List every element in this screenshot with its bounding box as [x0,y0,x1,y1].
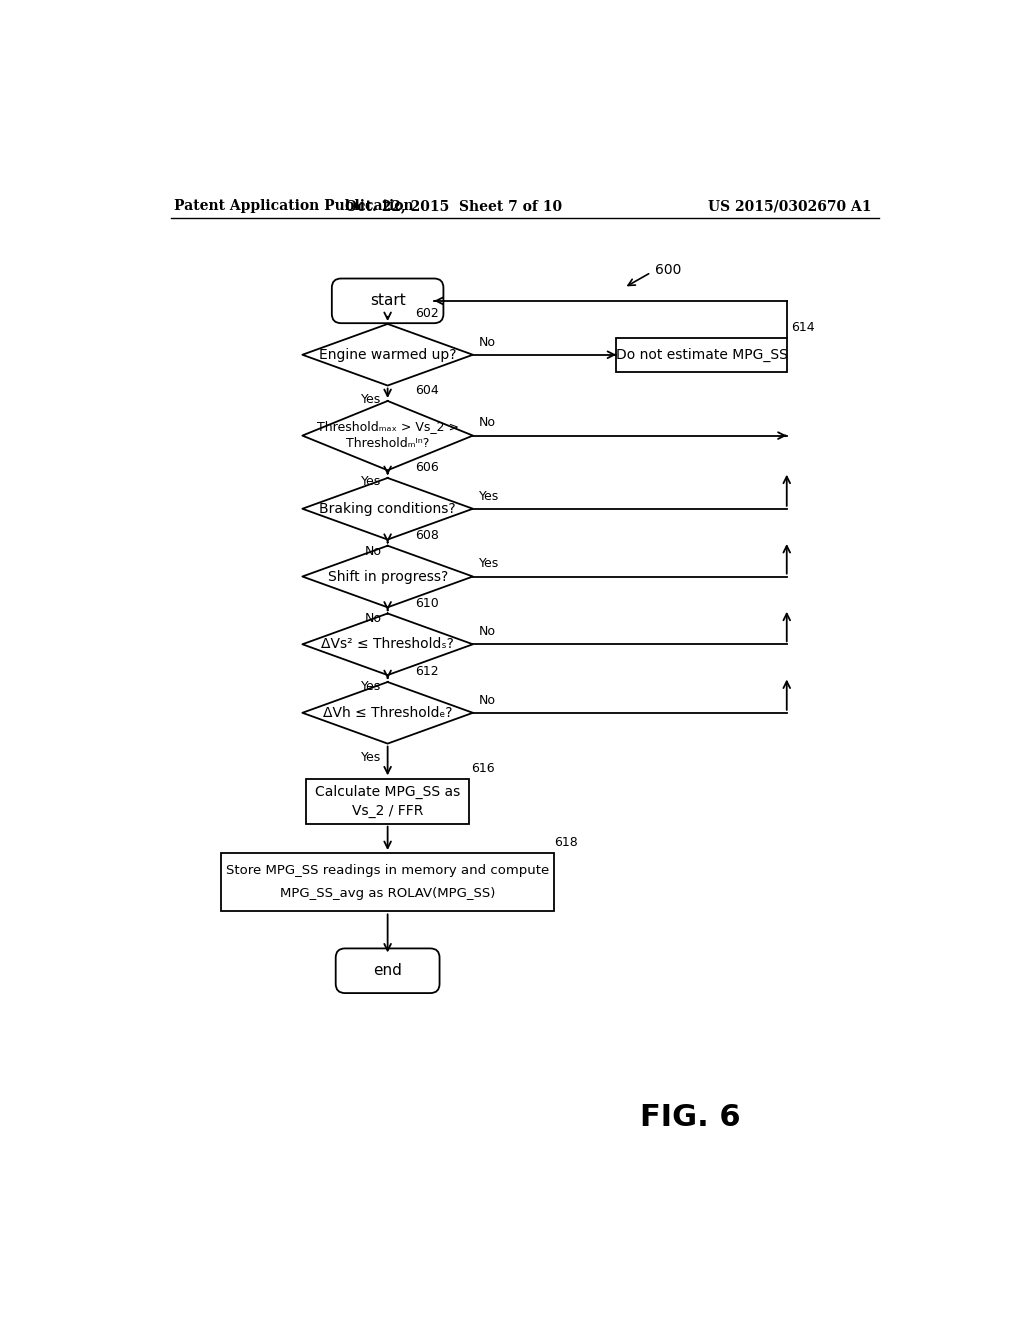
Text: Patent Application Publication: Patent Application Publication [174,199,414,213]
Text: 610: 610 [415,597,438,610]
Text: No: No [365,545,381,557]
Text: 602: 602 [415,308,438,321]
Text: No: No [479,335,496,348]
Text: Yes: Yes [361,680,381,693]
Text: 616: 616 [471,762,495,775]
Bar [306,779,469,824]
Text: Oct. 22, 2015  Sheet 7 of 10: Oct. 22, 2015 Sheet 7 of 10 [345,199,562,213]
Bar [221,853,554,911]
Text: Thresholdₘₐₓ > Vs_2 >: Thresholdₘₐₓ > Vs_2 > [316,420,459,433]
Text: Store MPG_SS readings in memory and compute: Store MPG_SS readings in memory and comp… [226,865,549,878]
Text: Yes: Yes [479,490,500,503]
Text: 618: 618 [554,836,578,849]
Text: No: No [479,626,496,638]
FancyBboxPatch shape [332,279,443,323]
Text: 608: 608 [415,529,438,543]
Text: 606: 606 [415,461,438,474]
Text: Yes: Yes [361,475,381,488]
Text: Calculate MPG_SS as: Calculate MPG_SS as [315,785,460,799]
Text: MPG_SS_avg as ROLAV(MPG_SS): MPG_SS_avg as ROLAV(MPG_SS) [280,887,496,900]
Text: Yes: Yes [361,393,381,407]
Text: ΔVs² ≤ Thresholdₛ?: ΔVs² ≤ Thresholdₛ? [322,638,454,651]
Text: US 2015/0302670 A1: US 2015/0302670 A1 [709,199,872,213]
Text: 612: 612 [415,665,438,678]
Text: Braking conditions?: Braking conditions? [319,502,456,516]
Text: ΔVh ≤ Thresholdₑ?: ΔVh ≤ Thresholdₑ? [323,706,453,719]
Text: Shift in progress?: Shift in progress? [328,569,447,583]
Text: end: end [373,964,402,978]
Text: No: No [479,416,496,429]
Text: Yes: Yes [361,751,381,764]
Text: Do not estimate MPG_SS: Do not estimate MPG_SS [615,347,787,362]
Text: start: start [370,293,406,309]
Text: Yes: Yes [479,557,500,570]
Text: No: No [479,693,496,706]
FancyBboxPatch shape [336,948,439,993]
Text: Thresholdₘᴵⁿ?: Thresholdₘᴵⁿ? [346,437,429,450]
Text: No: No [365,612,381,626]
Text: 614: 614 [791,321,814,334]
Text: 600: 600 [655,263,681,277]
Text: Engine warmed up?: Engine warmed up? [318,347,457,362]
Bar [616,338,786,372]
Text: Vs_2 / FFR: Vs_2 / FFR [352,804,423,817]
Text: FIG. 6: FIG. 6 [640,1102,740,1131]
Text: 604: 604 [415,384,438,397]
